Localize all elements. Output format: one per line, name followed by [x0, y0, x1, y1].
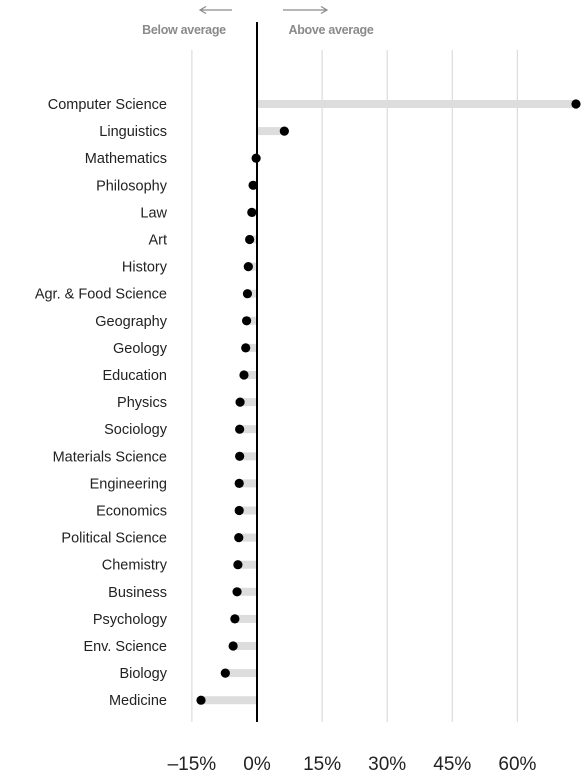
- category-label: Sociology: [104, 422, 168, 438]
- bar: [233, 642, 257, 650]
- x-tick-label: 15%: [303, 754, 341, 775]
- category-label: Geography: [95, 314, 167, 330]
- category-label: Materials Science: [53, 449, 167, 465]
- x-tick-labels: –15% 0% 15% 30% 45% 60%: [168, 754, 537, 775]
- dot: [228, 641, 238, 651]
- category-label: Political Science: [61, 531, 167, 547]
- dot: [230, 614, 240, 624]
- dot: [241, 316, 252, 326]
- bar: [239, 425, 257, 434]
- bar: [239, 479, 257, 488]
- bars: [201, 100, 576, 705]
- dots: [196, 99, 581, 705]
- category-label: Art: [148, 233, 167, 249]
- bar: [237, 587, 257, 596]
- bar: [238, 533, 257, 542]
- category-labels: Computer Science Linguistics Mathematics Ph…: [35, 97, 168, 709]
- dot: [235, 424, 245, 434]
- bar: [243, 371, 257, 379]
- bar: [239, 452, 257, 461]
- bar: [240, 398, 257, 407]
- dot: [232, 587, 242, 597]
- x-tick-label: –15%: [168, 754, 217, 775]
- dot: [571, 99, 581, 109]
- grid-lines: [191, 50, 519, 722]
- bar: [247, 289, 257, 298]
- dot: [239, 370, 249, 380]
- x-tick-label: 0%: [243, 754, 271, 775]
- bar: [201, 696, 257, 705]
- category-label: Economics: [96, 504, 167, 520]
- dot: [234, 505, 244, 516]
- dot: [251, 153, 261, 163]
- dot: [235, 397, 245, 407]
- right-arrow-icon: [283, 5, 329, 15]
- bar: [237, 560, 257, 569]
- dot: [241, 343, 251, 353]
- category-label: Computer Science: [48, 97, 167, 113]
- category-label: Agr. & Food Science: [35, 287, 167, 303]
- category-label: Law: [140, 205, 167, 221]
- left-arrow-icon: [198, 5, 232, 15]
- category-label: Philosophy: [96, 178, 168, 194]
- dot: [242, 289, 253, 299]
- above-average-label: Above average: [288, 23, 373, 37]
- bar: [225, 669, 257, 678]
- x-tick-label: 30%: [368, 754, 406, 775]
- category-label: History: [122, 260, 168, 276]
- category-label: Env. Science: [83, 639, 167, 655]
- bar: [246, 316, 257, 325]
- category-label: Physics: [117, 395, 167, 411]
- below-average-label: Below average: [142, 23, 226, 37]
- bar: [234, 614, 257, 623]
- category-label: Engineering: [90, 476, 167, 492]
- dot: [220, 668, 230, 678]
- dot: [247, 207, 257, 217]
- category-label: Medicine: [109, 693, 167, 709]
- category-label: Mathematics: [85, 151, 167, 167]
- dot: [279, 126, 289, 136]
- bar: [245, 343, 257, 352]
- category-label: Chemistry: [102, 558, 168, 574]
- dot: [233, 560, 243, 570]
- category-label: Education: [103, 368, 168, 384]
- x-tick-label: 45%: [433, 754, 471, 775]
- bar: [239, 506, 257, 515]
- dot: [196, 695, 206, 705]
- dot: [245, 234, 255, 245]
- category-label: Business: [108, 585, 167, 601]
- bar: [257, 127, 285, 136]
- direction-annotations: Below average Above average: [142, 5, 374, 37]
- category-label: Psychology: [93, 612, 168, 628]
- x-tick-label: 60%: [498, 754, 536, 775]
- bar: [257, 100, 576, 108]
- dot: [234, 533, 244, 543]
- category-label: Biology: [119, 666, 167, 682]
- dot: [243, 262, 253, 272]
- dot: [248, 180, 258, 190]
- dot: [234, 478, 244, 488]
- category-label: Linguistics: [99, 124, 167, 140]
- category-label: Geology: [113, 341, 168, 357]
- dot: [235, 451, 245, 461]
